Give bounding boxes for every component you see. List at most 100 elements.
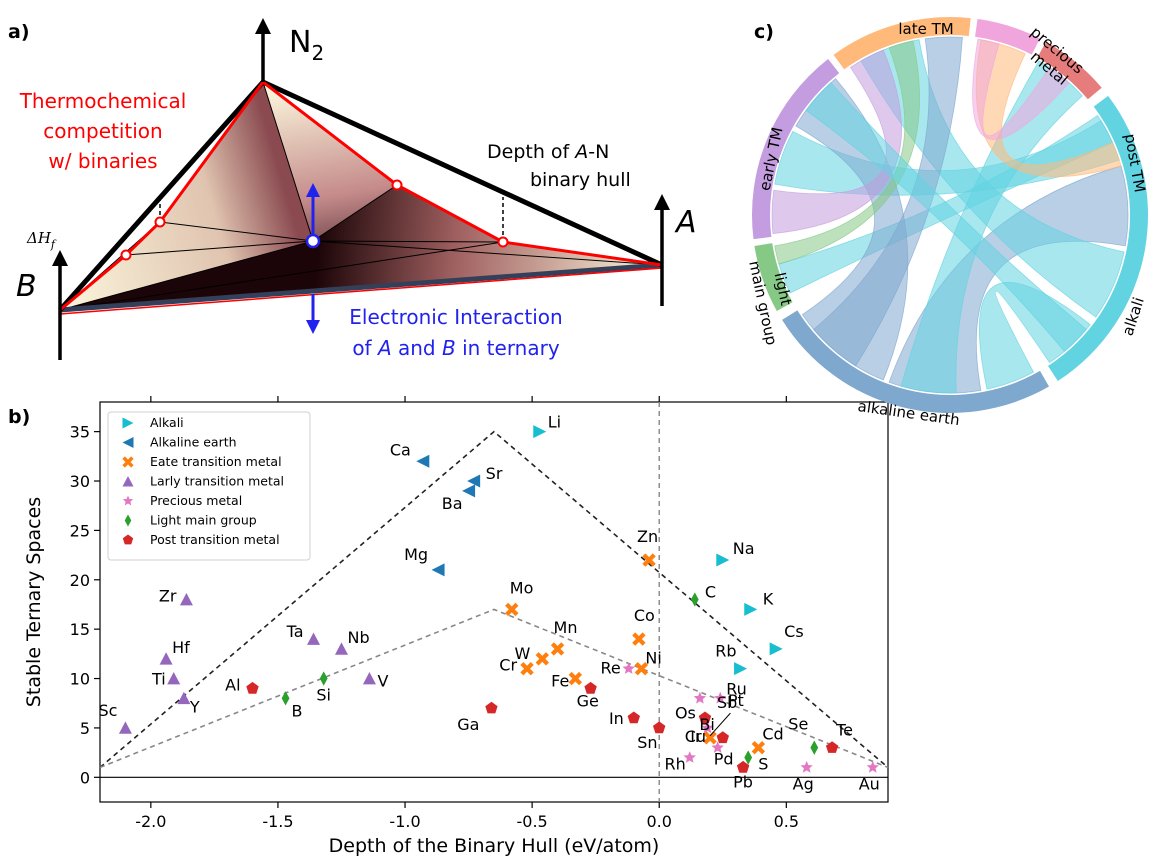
binary-point [391, 179, 403, 191]
chord-arc-post [1037, 41, 1102, 100]
point-w [535, 652, 549, 666]
thermo-line-1: Thermochemical [19, 89, 187, 113]
chord-ribbon-alkearth-late [813, 36, 963, 367]
delta-h-label: ΔHf [26, 229, 57, 251]
point-label-rh: Rh [664, 755, 685, 774]
a-label: A [674, 205, 697, 240]
point-bi [716, 731, 729, 744]
blue-arrowhead-down [306, 320, 320, 334]
pt-leader-line [709, 712, 731, 737]
point-label-y: Y [189, 697, 200, 716]
panel-label-b: b) [8, 406, 30, 428]
elec-line-2: of A and B in ternary [352, 336, 560, 360]
elec-line-1: Electronic Interaction [349, 305, 562, 329]
electronic-label: Electronic Interaction of A and B in ter… [349, 305, 562, 360]
point-label-s: S [758, 755, 768, 774]
data-points [118, 425, 879, 773]
axis-ticks: -2.0 -1.5 -1.0 -0.5 0.0 0.5 0 5 10 15 20 25 30 35 [70, 396, 799, 831]
point-mg [431, 563, 445, 577]
point-pd [711, 741, 724, 753]
panel-label-c: c) [754, 21, 774, 43]
legend: Alkali Alkaline earth Eate transition meta… [107, 411, 311, 561]
point-label-co: Co [634, 606, 655, 625]
point-label-c: C [705, 583, 716, 602]
y-tick-label: 15 [70, 620, 90, 639]
point-label-si: Si [316, 686, 331, 705]
y-tick-label: 25 [70, 521, 90, 540]
panel-label-a: a) [8, 21, 30, 43]
point-b [281, 691, 290, 706]
point-label-zr: Zr [159, 587, 177, 606]
point-sc [118, 721, 132, 734]
depth-label-line1: Depth of A-N [487, 141, 609, 163]
point-c [690, 592, 699, 607]
ab-baseline [59, 262, 663, 313]
point-rh [683, 751, 696, 763]
point-label-os: Os [675, 703, 696, 722]
point-label-sn: Sn [637, 733, 657, 752]
point-label-b: B [292, 701, 303, 720]
point-label-li: Li [548, 413, 561, 432]
outer-bound-dashed [99, 430, 889, 769]
x-tick-label: 0.0 [646, 812, 671, 831]
binary-point [497, 236, 509, 248]
legend-marker [122, 437, 134, 448]
point-label-cs: Cs [784, 622, 804, 641]
point-pb [736, 760, 750, 773]
point-te [825, 741, 839, 753]
point-ru [714, 691, 727, 704]
legend-frame [107, 411, 311, 561]
point-ta [307, 632, 321, 645]
chord-ribbon-early-alkali [805, 82, 1087, 352]
point-label-ga: Ga [457, 715, 479, 734]
point-labels: Li Na K Cs Rb Ca Sr Ba Mg Zn Mo Co Mn W Ni Cr Fe Cu Cd Zr Ta… [98, 413, 879, 794]
point-label-re: Re [600, 659, 620, 678]
x-tick-label: -0.5 [517, 812, 548, 831]
point-label-k: K [763, 589, 774, 608]
x-tick-label: 0.5 [774, 812, 799, 831]
x-tick-label: -2.0 [135, 812, 166, 831]
point-re [622, 662, 635, 674]
chord-arc-alkali [1048, 95, 1148, 382]
point-label-v: V [377, 672, 388, 691]
chord-ribbon-precious-alkali [975, 39, 1122, 178]
chord-ribbons [771, 36, 1129, 394]
x-tick-label: -1.5 [262, 812, 293, 831]
point-sb [698, 711, 712, 724]
point-label-ni: Ni [645, 649, 661, 668]
point-na [716, 553, 730, 567]
legend-marker [122, 417, 134, 429]
point-label-ta: Ta [286, 622, 304, 641]
point-li [533, 425, 547, 439]
chord-arc-late [833, 17, 971, 70]
point-se [810, 740, 819, 755]
chord-label-late: late TM [898, 20, 953, 38]
point-label-mo: Mo [510, 578, 534, 597]
depth-label-line2: binary hull [530, 169, 631, 191]
point-label-bi: Bi [699, 715, 714, 734]
hull-shading-right [60, 185, 662, 310]
point-label-fe: Fe [551, 672, 569, 691]
y-axis-label: Stable Ternary Spaces [23, 497, 45, 707]
legend-marker [122, 456, 134, 468]
x-tick-label: -1.0 [389, 812, 420, 831]
n2-arrowhead [255, 18, 271, 34]
point-label-sr: Sr [486, 464, 503, 483]
chord-arc-alkearth [782, 310, 1049, 413]
inner-bound-dashed [99, 608, 889, 769]
binary-point [154, 216, 166, 228]
point-ti [167, 672, 181, 685]
point-si [319, 671, 328, 686]
legend-entry: Precious metal [150, 493, 242, 508]
legend-entry: Larly transition metal [150, 474, 284, 489]
point-label-ir: Ir [690, 727, 702, 746]
chord-arcs [752, 17, 1148, 413]
point-zr [179, 593, 193, 606]
point-label-pb: Pb [733, 772, 753, 791]
point-label-ba: Ba [442, 494, 463, 513]
point-k [744, 602, 758, 616]
bound-lines [99, 402, 889, 802]
point-au [866, 760, 879, 773]
